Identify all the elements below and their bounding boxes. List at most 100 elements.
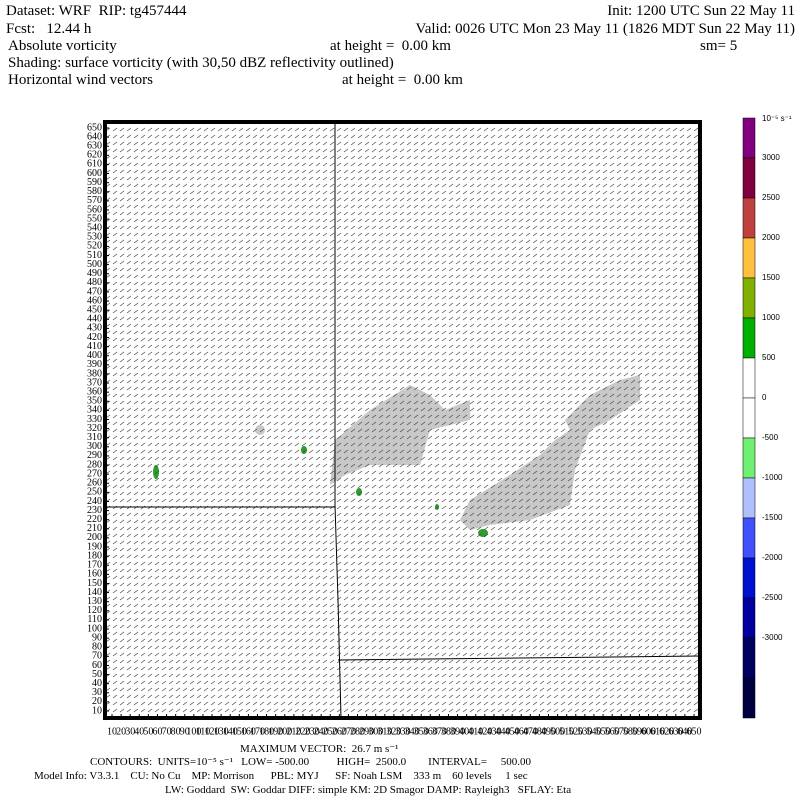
y-tick-label: 10 xyxy=(92,705,102,716)
x-tick-label: 330 xyxy=(396,726,411,737)
x-tick-label: 450 xyxy=(505,726,520,737)
x-tick-label: 610 xyxy=(650,726,665,737)
colorbar-label: 2000 xyxy=(762,233,780,242)
y-tick-label: 240 xyxy=(87,496,102,507)
y-tick-label: 410 xyxy=(87,341,102,352)
y-tick-label: 390 xyxy=(87,359,102,370)
x-tick-label: 300 xyxy=(368,726,383,737)
y-tick-label: 280 xyxy=(87,459,102,470)
y-tick-label: 80 xyxy=(92,642,102,653)
y-tick-label: 400 xyxy=(87,350,102,361)
x-tick-label: 440 xyxy=(496,726,511,737)
y-tick-label: 290 xyxy=(87,450,102,461)
colorbar-label: 3000 xyxy=(762,153,780,162)
x-tick-label: 470 xyxy=(523,726,538,737)
height: at height = 0.00 km xyxy=(342,72,463,88)
y-tick-label: 620 xyxy=(87,150,102,161)
y-tick-label: 460 xyxy=(87,295,102,306)
colorbar-label: 0 xyxy=(762,393,767,402)
y-tick-label: 160 xyxy=(87,569,102,580)
y-tick-label: 450 xyxy=(87,304,102,315)
x-tick-label: 40 xyxy=(134,726,144,737)
model-info: Model Info: V3.3.1 CU: No Cu MP: Morriso… xyxy=(34,770,528,782)
x-tick-label: 50 xyxy=(143,726,153,737)
colorbar-swatch xyxy=(742,397,756,439)
y-tick-label: 270 xyxy=(87,468,102,479)
init: Init: 1200 UTC Sun 22 May 11 xyxy=(607,3,795,19)
x-tick-label: 410 xyxy=(468,726,483,737)
max-vector: MAXIMUM VECTOR: 26.7 m s⁻¹ xyxy=(240,743,398,755)
x-tick-label: 560 xyxy=(605,726,620,737)
y-tick-label: 300 xyxy=(87,441,102,452)
x-tick-label: 270 xyxy=(341,726,356,737)
x-tick-label: 360 xyxy=(423,726,438,737)
x-tick-label: 520 xyxy=(568,726,583,737)
y-tick-label: 110 xyxy=(87,614,102,625)
colorbar-label: 2500 xyxy=(762,193,780,202)
axes: 1020304050607080901001101201301401501601… xyxy=(87,122,702,737)
x-tick-label: 160 xyxy=(241,726,256,737)
y-tick-label: 170 xyxy=(87,560,102,571)
x-tick-label: 130 xyxy=(214,726,229,737)
y-tick-label: 360 xyxy=(87,386,102,397)
x-tick-label: 90 xyxy=(180,726,190,737)
x-tick-label: 140 xyxy=(223,726,238,737)
wind-vectors xyxy=(105,122,700,718)
x-tick-label: 290 xyxy=(359,726,374,737)
x-tick-label: 420 xyxy=(477,726,492,737)
x-tick-label: 510 xyxy=(559,726,574,737)
dataset: Dataset: WRF RIP: tg457444 xyxy=(6,3,187,19)
x-tick-label: 110 xyxy=(196,726,211,737)
x-tick-label: 310 xyxy=(377,726,392,737)
x-tick-label: 200 xyxy=(277,726,292,737)
colorbar-swatch xyxy=(742,637,756,679)
height: at height = 0.00 km xyxy=(330,38,451,54)
x-tick-label: 490 xyxy=(541,726,556,737)
colorbar-swatch xyxy=(742,677,756,719)
fcst: Fcst: 12.44 h xyxy=(6,21,92,37)
y-tick-label: 490 xyxy=(87,268,102,279)
colorbar-swatch xyxy=(742,597,756,639)
y-tick-label: 340 xyxy=(87,405,102,416)
plot-area xyxy=(103,120,702,720)
y-tick-label: 480 xyxy=(87,277,102,288)
x-tick-label: 120 xyxy=(205,726,220,737)
colorbar-swatch xyxy=(742,157,756,199)
x-tick-label: 60 xyxy=(152,726,162,737)
contours: CONTOURS: UNITS=10⁻⁵ s⁻¹ LOW= -500.00 HI… xyxy=(90,756,532,768)
x-tick-label: 400 xyxy=(459,726,474,737)
x-tick-label: 480 xyxy=(532,726,547,737)
x-tick-label: 100 xyxy=(186,726,201,737)
y-tick-label: 40 xyxy=(92,678,102,689)
y-tick-label: 590 xyxy=(87,177,102,188)
y-tick-label: 470 xyxy=(87,286,102,297)
x-tick-label: 190 xyxy=(268,726,283,737)
colorbar-label: -1000 xyxy=(762,473,783,482)
colorbar-swatch xyxy=(742,317,756,359)
x-tick-label: 80 xyxy=(171,726,181,737)
y-tick-label: 50 xyxy=(92,669,102,680)
y-tick-label: 650 xyxy=(87,122,102,133)
y-tick-label: 210 xyxy=(87,523,102,534)
x-tick-label: 640 xyxy=(677,726,692,737)
x-tick-label: 650 xyxy=(687,726,702,737)
y-tick-label: 190 xyxy=(87,541,102,552)
colorbar-label: 500 xyxy=(762,353,776,362)
x-tick-label: 20 xyxy=(116,726,126,737)
colorbar-swatch xyxy=(742,557,756,599)
smoothing: sm= 5 xyxy=(700,38,737,54)
x-tick-label: 380 xyxy=(441,726,456,737)
y-tick-label: 320 xyxy=(87,423,102,434)
y-tick-label: 310 xyxy=(87,432,102,443)
x-tick-label: 580 xyxy=(623,726,638,737)
y-tick-label: 220 xyxy=(87,514,102,525)
x-tick-label: 240 xyxy=(314,726,329,737)
x-tick-label: 260 xyxy=(332,726,347,737)
x-tick-label: 630 xyxy=(668,726,683,737)
x-tick-label: 530 xyxy=(577,726,592,737)
y-tick-label: 500 xyxy=(87,259,102,270)
colorbar-swatch xyxy=(742,277,756,319)
y-tick-label: 420 xyxy=(87,332,102,343)
x-tick-label: 210 xyxy=(286,726,301,737)
